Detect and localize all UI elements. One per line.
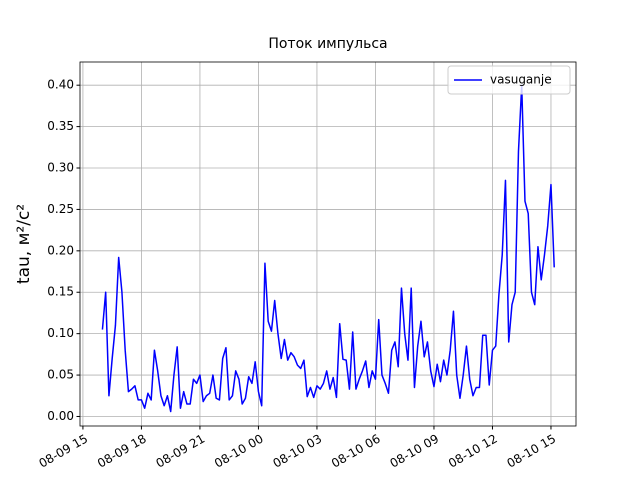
legend-label: vasuganje xyxy=(490,73,552,87)
y-tick-label: 0.15 xyxy=(47,285,74,299)
legend-box xyxy=(447,65,571,95)
y-tick-label: 0.30 xyxy=(47,161,74,175)
y-tick-label: 0.40 xyxy=(47,78,74,92)
plot-frame xyxy=(79,61,577,427)
y-tick-label: 0.05 xyxy=(47,368,74,382)
y-tick-label: 0.35 xyxy=(47,119,74,133)
line-series xyxy=(101,84,555,413)
y-tick-label: 0.00 xyxy=(47,409,74,423)
chart-title: Поток импульса xyxy=(268,36,387,52)
y-tick-label: 0.25 xyxy=(47,202,74,216)
y-tick-label: 0.10 xyxy=(47,326,74,340)
y-tick-label: 0.20 xyxy=(47,243,74,257)
y-axis-label: tau, м²/с² xyxy=(14,204,34,284)
